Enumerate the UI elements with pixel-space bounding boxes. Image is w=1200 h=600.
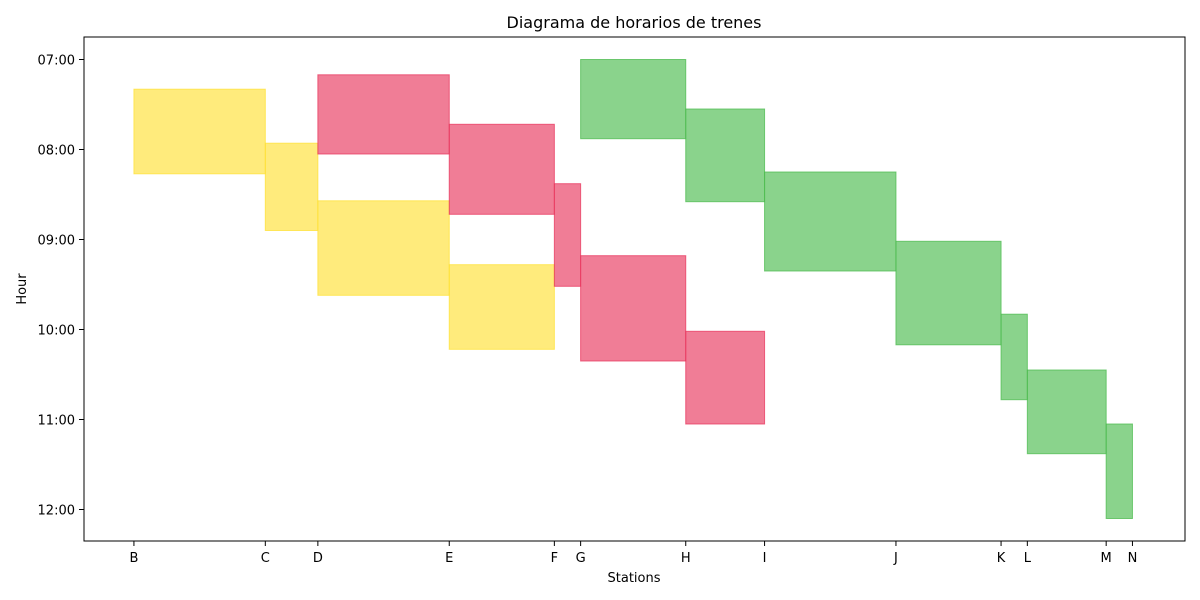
y-axis-label: Hour: [15, 273, 30, 305]
y-tick-label-2: 09:00: [38, 234, 75, 249]
y-tick-label-5: 12:00: [38, 504, 75, 519]
x-tick-label-L: L: [1024, 551, 1032, 566]
x-tick-label-B: B: [129, 551, 138, 566]
train-3-segment-G-H: [580, 59, 687, 140]
x-tick-label-C: C: [261, 551, 270, 566]
x-tick-label-N: N: [1128, 551, 1138, 566]
y-tick-label-0: 07:00: [38, 54, 75, 69]
plot-frame: [83, 36, 1186, 542]
train-1-segment-C-D: [264, 142, 319, 231]
x-tick-label-D: D: [313, 551, 323, 566]
x-tick-label-J: J: [893, 551, 898, 566]
x-tick-label-M: M: [1101, 551, 1112, 566]
train-2-segment-F-G: [553, 183, 582, 287]
train-2-segment-H-I: [685, 330, 766, 425]
train-3-segment-H-I: [685, 108, 766, 203]
bars-layer: [133, 59, 1133, 519]
x-tick-label-I: I: [763, 551, 767, 566]
x-axis-ticks: B C D E F G H I J K L M N: [129, 541, 1137, 566]
train-3-segment-L-M: [1026, 369, 1107, 455]
train-2-segment-D-E: [317, 74, 450, 155]
train-2-segment-E-F: [448, 123, 555, 215]
chart-title: Diagrama de horarios de trenes: [507, 13, 762, 32]
train-2-segment-G-H: [580, 255, 687, 362]
train-3-segment-M-N: [1105, 423, 1133, 519]
x-axis-label: Stations: [608, 571, 661, 586]
train-1-segment-B-C: [133, 88, 266, 175]
x-tick-label-K: K: [997, 551, 1006, 566]
train-3-segment-J-K: [895, 240, 1002, 346]
x-tick-label-G: G: [576, 551, 586, 566]
train-3-segment-K-L: [1000, 313, 1028, 401]
x-tick-label-H: H: [681, 551, 691, 566]
train-1-segment-E-F: [448, 264, 555, 350]
train-1-segment-D-E: [317, 200, 450, 296]
y-tick-label-4: 11:00: [38, 414, 75, 429]
train-3-segment-I-J: [764, 171, 897, 272]
y-tick-label-1: 08:00: [38, 144, 75, 159]
y-axis-ticks: 07:00 08:00 09:00 10:00 11:00 12:00: [38, 54, 84, 519]
x-tick-label-F: F: [551, 551, 558, 566]
x-tick-label-E: E: [445, 551, 453, 566]
y-tick-label-3: 10:00: [38, 324, 75, 339]
